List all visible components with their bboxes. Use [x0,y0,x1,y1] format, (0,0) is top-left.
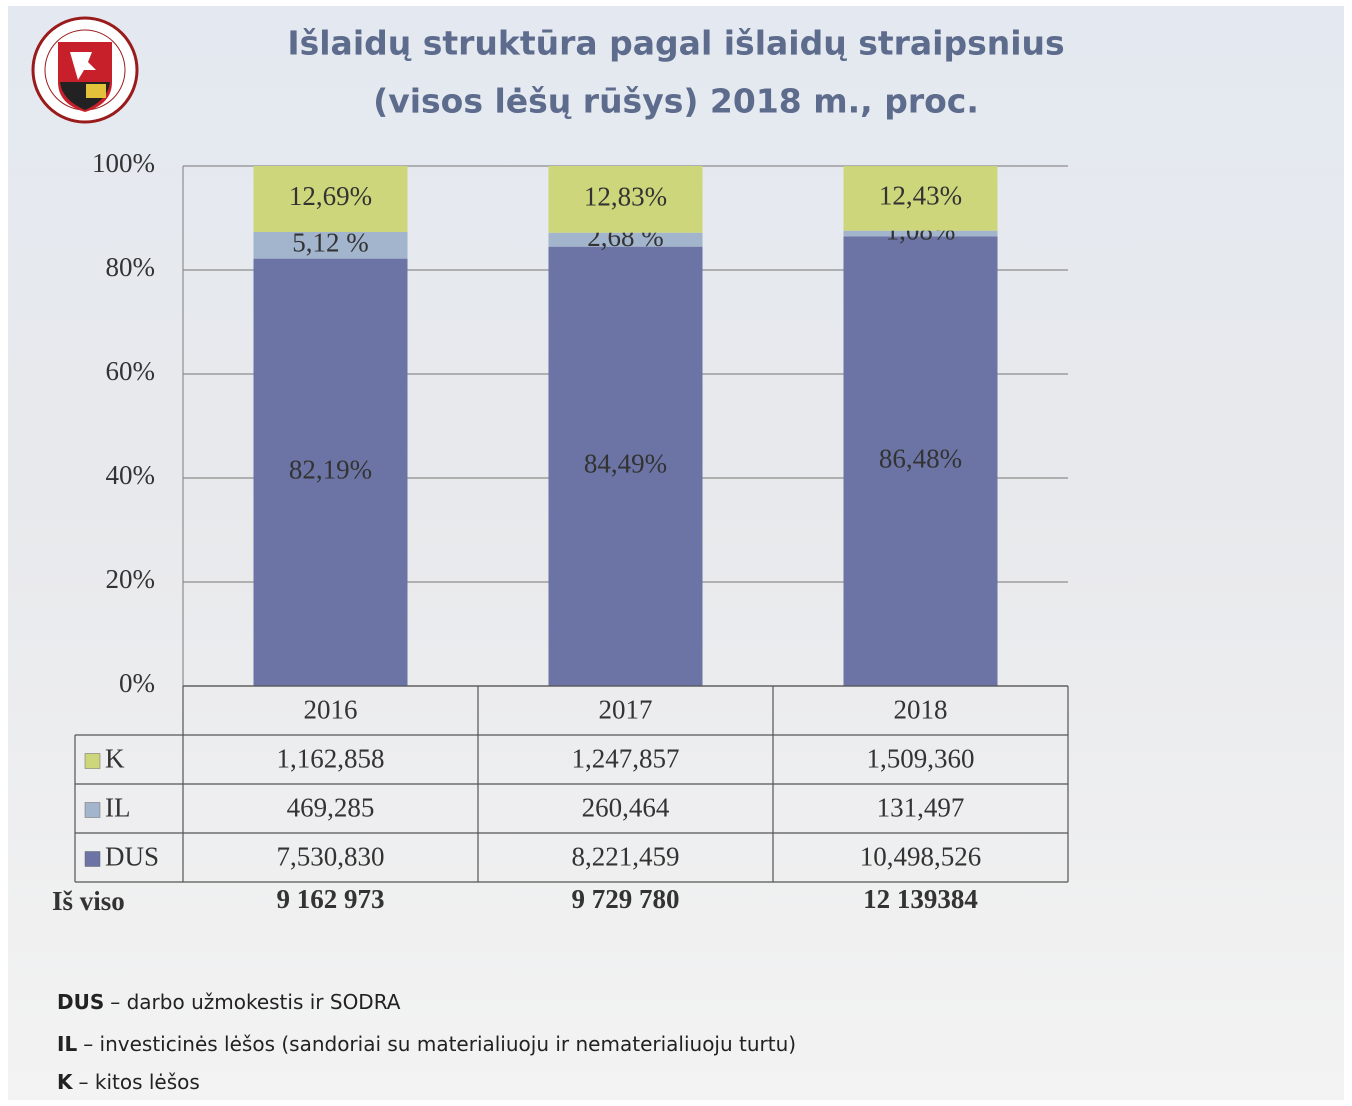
note-abbr: DUS [57,990,104,1014]
table-cell: 469,285 [287,793,375,823]
table-cell: 1,247,857 [572,744,680,774]
bar-segment [548,232,703,247]
data-label: 12,83% [584,182,667,212]
legend-swatch [84,851,101,867]
data-label: 5,12 % [292,228,369,258]
legend-label: IL [105,793,130,823]
note-abbr: IL [57,1032,77,1056]
legend-swatch [84,802,101,818]
y-tick-label: 0% [119,668,155,698]
note: DUS – darbo užmokestis ir SODRA [57,990,401,1014]
table-cell: 260,464 [582,793,670,823]
bar-segment [843,236,998,686]
legend-label: K [105,744,125,774]
y-tick-label: 80% [106,252,156,282]
y-tick-label: 100% [92,148,155,178]
legend-swatch [84,753,101,769]
bar-segment [843,230,998,237]
data-label: 84,49% [584,449,667,479]
table-cell: 1,162,858 [277,744,385,774]
total-value: 9 162 973 [277,884,385,914]
total-value: 9 729 780 [572,884,680,914]
table-cell: 1,509,360 [867,744,975,774]
bar-segment [548,166,703,233]
chart-title: Išlaidų struktūra pagal išlaidų straipsn… [287,24,1064,63]
note-text: – kitos lėšos [79,1070,200,1094]
bar-segment [253,258,408,686]
y-tick-label: 20% [106,564,156,594]
table-cell: 7,530,830 [277,842,385,872]
logo [31,16,139,124]
data-label: 12,69% [289,181,372,211]
note-abbr: K [57,1070,74,1094]
table-cell: 131,497 [877,793,965,823]
bar-segment [253,166,408,232]
note-text: – investicinės lėšos (sandoriai su mater… [83,1032,796,1056]
table-cell: 10,498,526 [860,842,982,872]
bar-segment [843,166,998,231]
total-label: Iš viso [52,886,125,916]
x-tick-label: 2017 [599,695,653,725]
chart-subtitle: (visos lėšų rūšys) 2018 m., proc. [373,82,979,121]
table-cell: 8,221,459 [572,842,680,872]
data-label: 86,48% [879,443,962,473]
total-value: 12 139384 [863,884,978,914]
data-label: 12,43% [879,181,962,211]
legend-label: DUS [105,842,159,872]
data-label: 82,19% [289,455,372,485]
note-text: – darbo užmokestis ir SODRA [110,990,401,1014]
note: IL – investicinės lėšos (sandoriai su mat… [57,1032,796,1056]
y-tick-label: 60% [106,356,156,386]
x-tick-label: 2016 [304,695,358,725]
x-tick-label: 2018 [894,695,948,725]
y-tick-label: 40% [106,460,156,490]
bar-segment [548,246,703,687]
bar-segment [253,231,408,259]
note: K – kitos lėšos [57,1070,200,1094]
